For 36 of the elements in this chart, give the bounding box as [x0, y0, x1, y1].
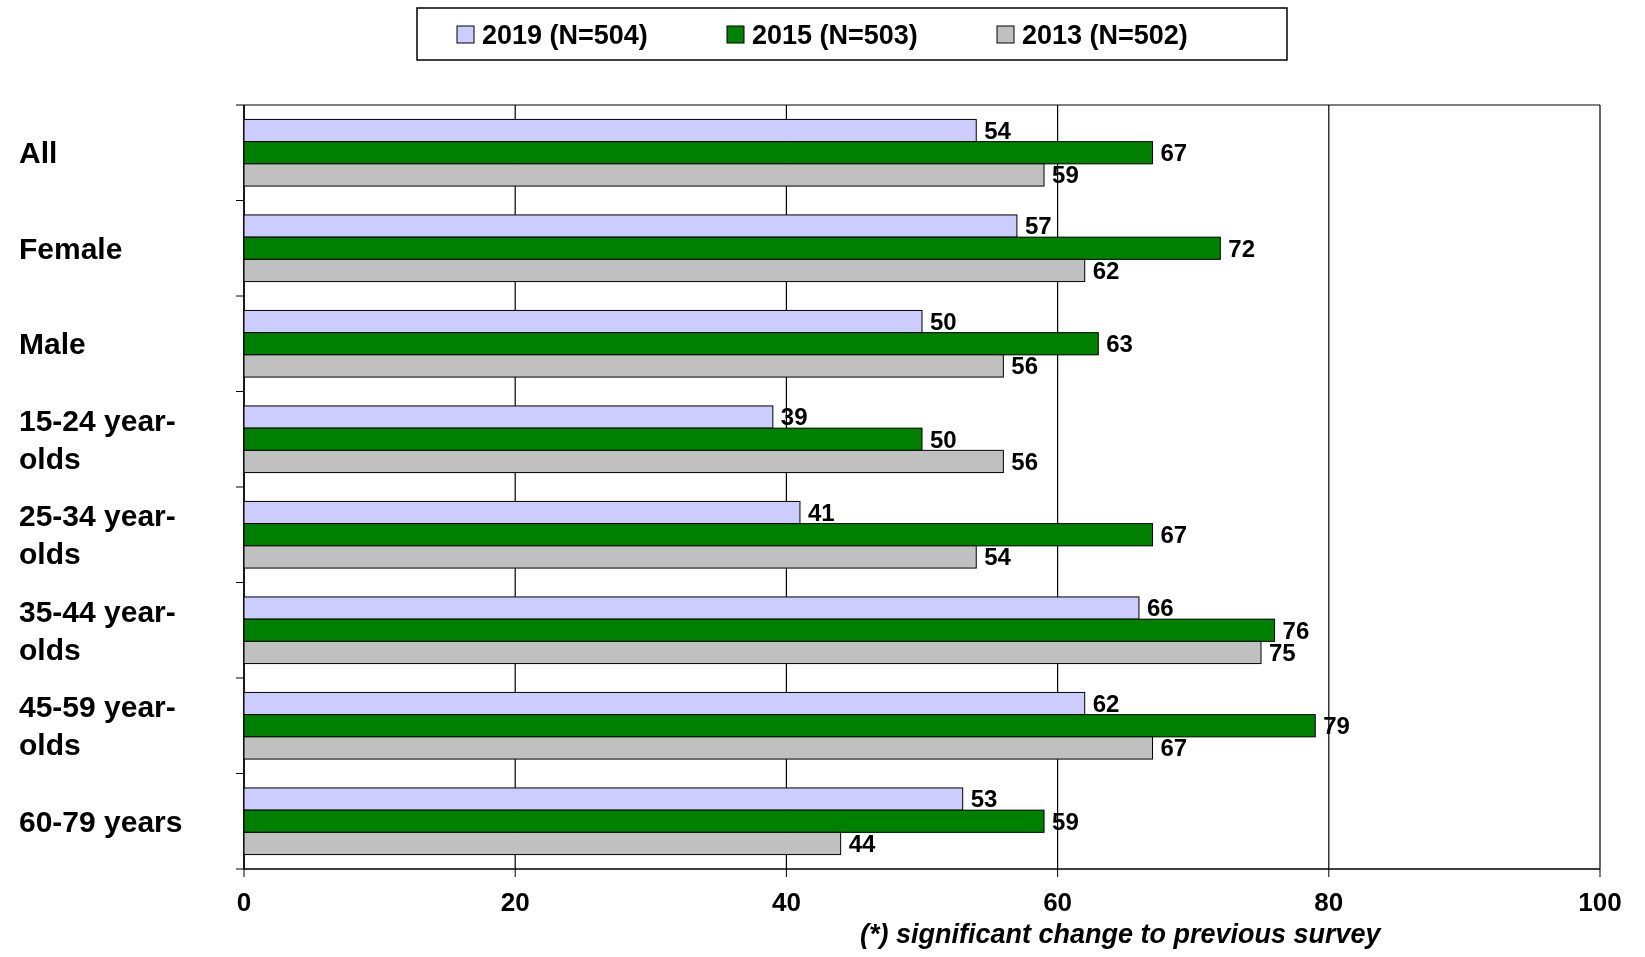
legend-label: 2015 (N=503) — [752, 20, 918, 51]
data-label: 56 — [1011, 352, 1039, 380]
data-label: 50 — [930, 425, 957, 453]
data-label: 57 — [1024, 212, 1052, 240]
data-label: 54 — [984, 116, 1012, 144]
y-tick-label: 15-24 year-olds — [19, 403, 176, 475]
data-label: 44 — [848, 829, 876, 857]
legend-label: 2013 (N=502) — [1022, 20, 1188, 51]
data-label: 67 — [1160, 139, 1188, 167]
data-label: 67 — [1160, 521, 1188, 549]
x-tick-label: 60 — [1043, 887, 1073, 917]
x-tick-label: 80 — [1314, 887, 1344, 917]
y-tick-label: 35-44 year-olds — [19, 594, 176, 666]
text: (*) significant change to previous survey — [860, 919, 1383, 949]
x-tick-label: 0 — [236, 887, 252, 917]
y-tick-label: Female — [19, 231, 123, 265]
x-tick-label: 40 — [771, 887, 801, 917]
data-label: 67 — [1160, 734, 1188, 762]
data-label: 41 — [807, 498, 835, 526]
y-tick-label: Male — [19, 327, 86, 361]
data-label: 53 — [970, 785, 998, 813]
data-label: 66 — [1146, 594, 1174, 622]
y-tick-label: 60-79 years — [19, 804, 183, 838]
y-tick-label: 45-59 year-olds — [19, 690, 176, 762]
y-tick-label: All — [19, 136, 58, 170]
y-tick-label: 25-34 year-olds — [19, 499, 176, 571]
data-label: 63 — [1106, 330, 1133, 358]
x-tick-label: 100 — [1578, 887, 1622, 917]
data-label: 50 — [930, 307, 957, 335]
data-label: 54 — [984, 543, 1012, 571]
data-label: 56 — [1011, 447, 1039, 475]
data-label: 72 — [1228, 234, 1256, 262]
x-tick-label: 20 — [500, 887, 530, 917]
data-label: 62 — [1092, 689, 1120, 717]
legend-label: 2019 (N=504) — [482, 20, 648, 51]
data-label: 62 — [1092, 256, 1120, 284]
